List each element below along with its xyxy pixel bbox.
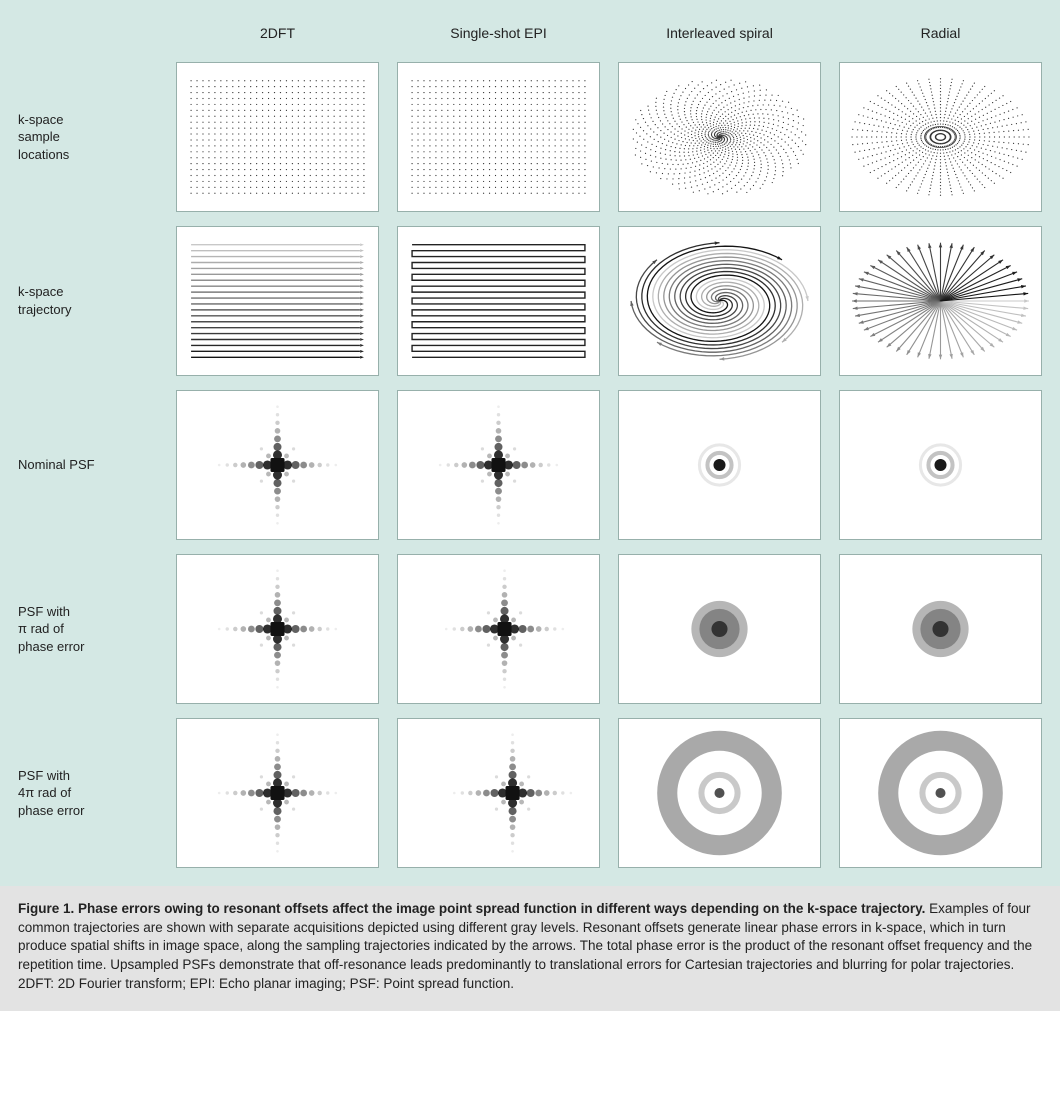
cell-traj-radial — [839, 226, 1042, 376]
cell-samples-epi — [397, 62, 600, 212]
cell-psf0-epi — [397, 390, 600, 540]
row-label-trajectory: k-spacetrajectory — [18, 283, 158, 318]
figure-caption: Figure 1. Phase errors owing to resonant… — [0, 886, 1060, 1011]
figure-panel: 2DFT Single-shot EPI Interleaved spiral … — [0, 0, 1060, 886]
cell-psf0-radial — [839, 390, 1042, 540]
cell-traj-spiral — [618, 226, 821, 376]
cell-traj-2dft — [176, 226, 379, 376]
row-label-samples: k-spacesamplelocations — [18, 111, 158, 164]
cell-traj-epi — [397, 226, 600, 376]
cell-psf2-radial — [839, 718, 1042, 868]
cell-psf0-spiral — [618, 390, 821, 540]
cell-psf2-spiral — [618, 718, 821, 868]
row-label-psf-4pi: PSF with4π rad ofphase error — [18, 767, 158, 820]
col-header-epi: Single-shot EPI — [397, 25, 600, 41]
col-header-radial: Radial — [839, 25, 1042, 41]
row-label-psf-pi: PSF withπ rad ofphase error — [18, 603, 158, 656]
cell-samples-spiral — [618, 62, 821, 212]
figure-grid: 2DFT Single-shot EPI Interleaved spiral … — [18, 18, 1042, 868]
col-header-2dft: 2DFT — [176, 25, 379, 41]
caption-abbrev: 2DFT: 2D Fourier transform; EPI: Echo pl… — [18, 976, 514, 991]
cell-psf1-spiral — [618, 554, 821, 704]
caption-title: Figure 1. Phase errors owing to resonant… — [18, 901, 925, 916]
cell-psf2-epi — [397, 718, 600, 868]
row-label-psf-nominal: Nominal PSF — [18, 456, 158, 474]
col-header-spiral: Interleaved spiral — [618, 25, 821, 41]
cell-psf0-2dft — [176, 390, 379, 540]
cell-psf1-radial — [839, 554, 1042, 704]
cell-samples-radial — [839, 62, 1042, 212]
cell-samples-2dft — [176, 62, 379, 212]
cell-psf1-2dft — [176, 554, 379, 704]
cell-psf2-2dft — [176, 718, 379, 868]
cell-psf1-epi — [397, 554, 600, 704]
